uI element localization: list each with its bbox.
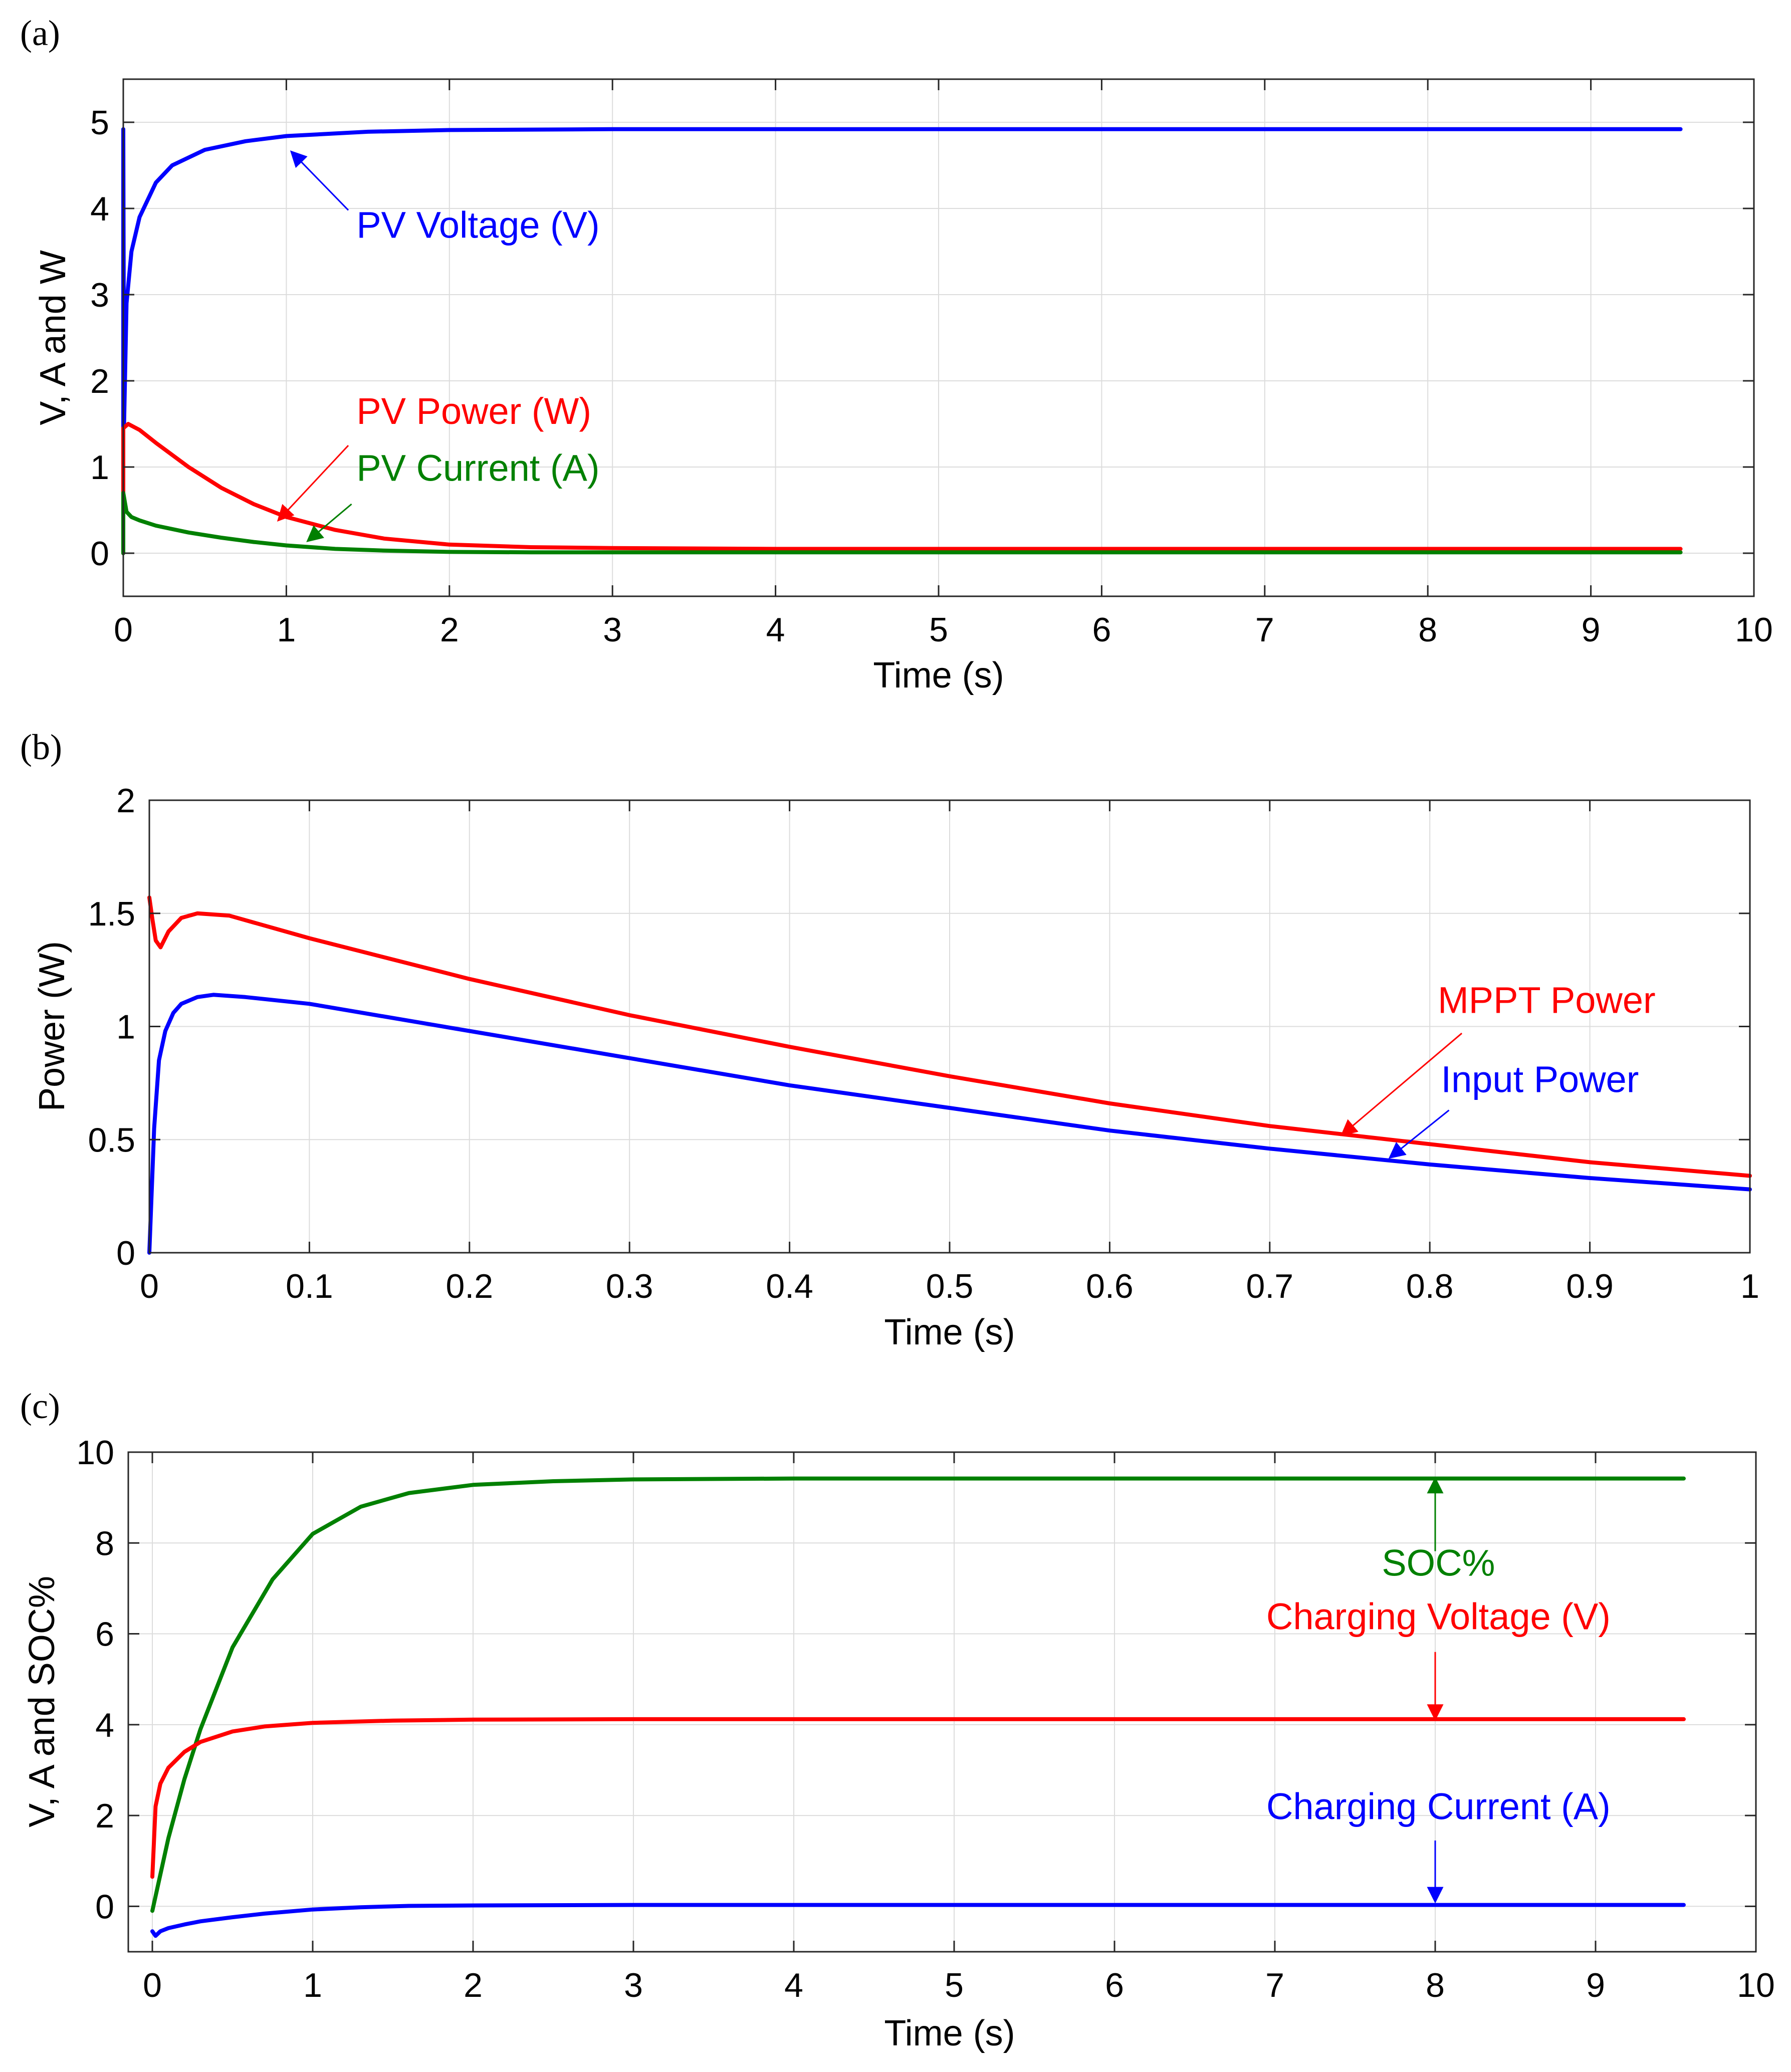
chart-panel-b: (b) MPPT Power Input Power 0 0.1 0.2 0.3 0.4 0… — [20, 727, 1759, 1352]
series-line-pv-current-a — [121, 491, 1683, 555]
x-tick-label: 1 — [1740, 1267, 1759, 1305]
y-tick-label: 1.5 — [88, 895, 135, 933]
y-tick-label: 1 — [116, 1008, 135, 1046]
series-line-mppt-power — [147, 895, 1752, 1178]
x-tick-label: 2 — [464, 1966, 483, 2004]
annotation-arrow — [1388, 1109, 1450, 1159]
chart-panel-a: (a) PV Voltage (V) PV Power (W) PV Current… — [20, 13, 1773, 696]
x-tick-label: 2 — [440, 611, 459, 649]
annotation-arrow — [277, 444, 349, 522]
x-tick-label: 0.1 — [286, 1267, 333, 1305]
x-tick-label: 9 — [1582, 611, 1601, 649]
annotation-arrow — [306, 503, 352, 543]
panel-label: (c) — [20, 1386, 60, 1426]
y-tick-label: 0 — [95, 1888, 114, 1926]
x-tick-label: 5 — [945, 1966, 964, 2004]
annotation-label-pv-voltage-v: PV Voltage (V) — [356, 204, 599, 246]
series-line-charging-voltage-v — [150, 1717, 1686, 1879]
annotation-label-charging-voltage-v: Charging Voltage (V) — [1266, 1595, 1611, 1637]
x-tick-label: 0.9 — [1566, 1267, 1614, 1305]
x-tick-label: 0 — [143, 1966, 162, 2004]
series-line-soc — [150, 1476, 1686, 1913]
x-tick-label: 8 — [1426, 1966, 1445, 2004]
y-tick-label: 4 — [95, 1706, 114, 1744]
panel-label: (a) — [20, 13, 60, 53]
panel-label: (b) — [20, 727, 62, 767]
x-tick-label: 7 — [1255, 611, 1274, 649]
annotation-label-input-power: Input Power — [1441, 1058, 1639, 1100]
y-tick-label: 2 — [95, 1797, 114, 1835]
y-tick-label: 0 — [90, 535, 109, 573]
x-tick-label: 0.4 — [766, 1267, 813, 1305]
y-tick-label: 5 — [90, 104, 109, 142]
x-tick-label: 0.5 — [926, 1267, 974, 1305]
x-tick-label: 6 — [1092, 611, 1111, 649]
x-tick-label: 5 — [929, 611, 948, 649]
x-tick-label: 0.6 — [1086, 1267, 1134, 1305]
x-tick-label: 9 — [1586, 1966, 1605, 2004]
y-tick-label: 2 — [116, 782, 135, 820]
annotation-label-pv-current-a: PV Current (A) — [356, 447, 599, 489]
y-tick-label: 4 — [90, 190, 109, 228]
series-line-charging-current-a — [150, 1903, 1686, 1938]
x-tick-label: 0 — [140, 1267, 159, 1305]
y-axis-label: Power (W) — [32, 941, 72, 1111]
x-axis-label: Time (s) — [873, 655, 1004, 696]
y-tick-label: 0 — [116, 1234, 135, 1272]
y-tick-label: 6 — [95, 1616, 114, 1654]
annotation-label-soc: SOC% — [1382, 1542, 1495, 1584]
y-axis-label: V, A and SOC% — [22, 1576, 62, 1827]
x-tick-label: 0 — [114, 611, 133, 649]
x-tick-label: 7 — [1265, 1966, 1284, 2004]
y-tick-label: 10 — [76, 1434, 114, 1472]
y-tick-label: 8 — [95, 1524, 114, 1562]
y-tick-label: 1 — [90, 448, 109, 487]
x-tick-label: 4 — [784, 1966, 803, 2004]
series-line-pv-voltage-v — [121, 127, 1683, 555]
y-axis-label: V, A and W — [33, 250, 73, 425]
x-tick-label: 1 — [277, 611, 296, 649]
x-tick-label: 3 — [624, 1966, 643, 2004]
series-line-input-power — [147, 993, 1752, 1255]
x-tick-label: 10 — [1735, 611, 1773, 649]
x-tick-label: 0.3 — [606, 1267, 653, 1305]
plot-frame — [127, 1451, 1757, 1953]
annotation-arrow — [290, 150, 349, 211]
x-axis-label: Time (s) — [884, 2013, 1015, 2053]
x-tick-label: 0.7 — [1246, 1267, 1294, 1305]
x-tick-label: 4 — [766, 611, 785, 649]
x-tick-label: 6 — [1105, 1966, 1124, 2004]
y-tick-label: 2 — [90, 362, 109, 400]
y-tick-label: 0.5 — [88, 1121, 135, 1159]
x-tick-label: 3 — [603, 611, 622, 649]
x-tick-label: 10 — [1737, 1966, 1775, 2004]
x-tick-label: 8 — [1418, 611, 1437, 649]
annotation-arrow — [1340, 1032, 1463, 1136]
annotation-label-charging-current-a: Charging Current (A) — [1266, 1785, 1611, 1827]
x-axis-label: Time (s) — [884, 1312, 1015, 1352]
annotation-label-pv-power-w: PV Power (W) — [356, 390, 591, 432]
x-tick-label: 0.8 — [1406, 1267, 1454, 1305]
y-tick-label: 3 — [90, 276, 109, 314]
annotation-label-mppt-power: MPPT Power — [1438, 979, 1656, 1021]
x-tick-label: 0.2 — [446, 1267, 494, 1305]
x-tick-label: 1 — [303, 1966, 322, 2004]
chart-panel-c: (c) SOC% Charging Voltage (V) Charging Cur… — [20, 1386, 1775, 2053]
